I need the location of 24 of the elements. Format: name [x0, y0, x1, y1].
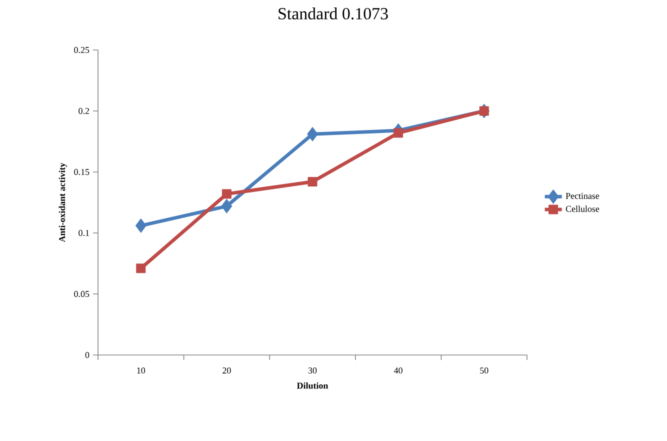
x-tick-label: 40 [394, 368, 402, 374]
y-tick-label: 0.1 [78, 230, 89, 236]
chart-title: Standard 0.1073 [278, 8, 388, 20]
point [221, 198, 232, 214]
point [479, 106, 489, 116]
point [307, 126, 318, 142]
point [222, 189, 232, 199]
y-tick-label: 0.15 [74, 168, 90, 176]
y-tick-label: 0 [85, 352, 90, 358]
x-tick-label: 50 [480, 368, 488, 374]
y-tick-label: 0.25 [74, 46, 90, 54]
x-tick-label: 20 [222, 368, 231, 374]
y-tick-label: 0.05 [74, 290, 90, 298]
x-tick-label: 10 [137, 368, 146, 374]
point [135, 218, 146, 233]
y-axis-title: Anti-oxidant activity [58, 162, 67, 242]
y-tick-label: 0.2 [78, 108, 89, 114]
point [308, 177, 318, 186]
point [394, 128, 404, 138]
point [136, 264, 146, 274]
legend-label: Pectinase [566, 192, 600, 199]
x-tick-label: 30 [308, 368, 317, 374]
legend-label: Cellulose [566, 206, 600, 212]
x-axis-title: Dilution [296, 382, 328, 389]
